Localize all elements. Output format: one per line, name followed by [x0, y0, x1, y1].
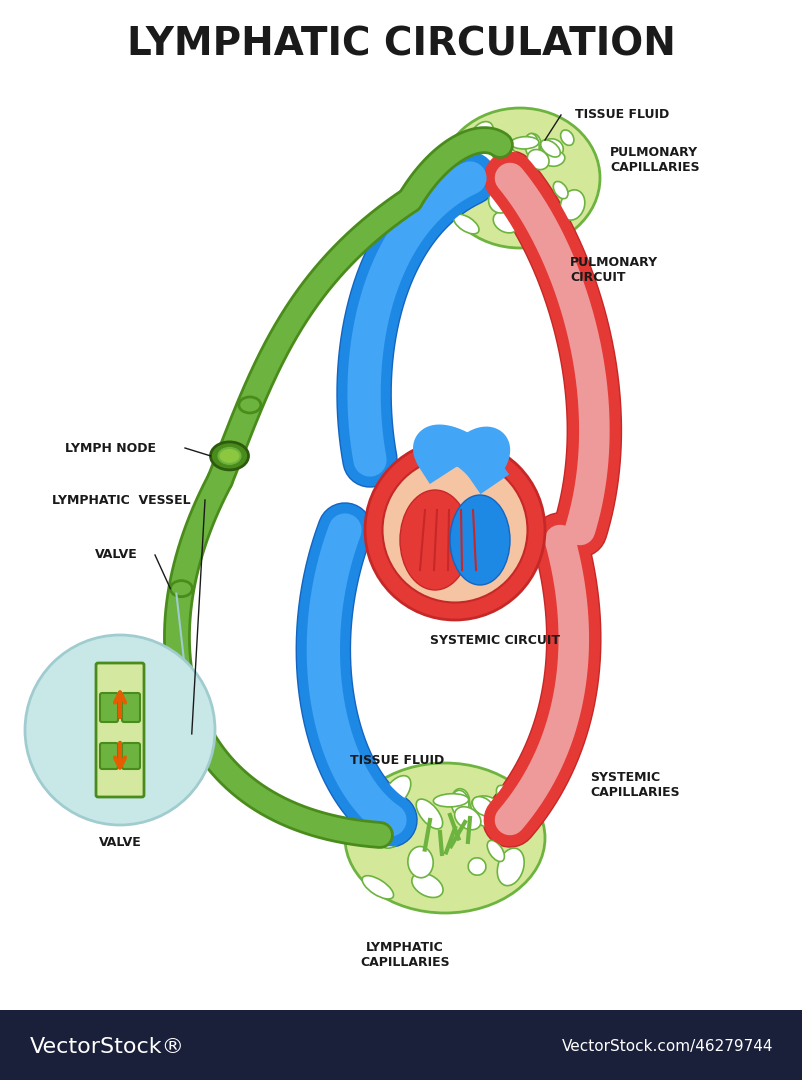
Ellipse shape: [173, 686, 195, 702]
Ellipse shape: [439, 108, 599, 248]
Ellipse shape: [468, 858, 485, 875]
Ellipse shape: [454, 807, 480, 829]
Ellipse shape: [238, 397, 261, 413]
FancyBboxPatch shape: [122, 743, 140, 769]
Ellipse shape: [381, 827, 403, 848]
Ellipse shape: [469, 122, 492, 148]
Ellipse shape: [411, 873, 443, 897]
Ellipse shape: [389, 805, 411, 831]
Ellipse shape: [527, 149, 549, 170]
Text: VectorStock.com/46279744: VectorStock.com/46279744: [561, 1039, 772, 1054]
Ellipse shape: [496, 785, 511, 805]
Bar: [0, 1010, 802, 1080]
Ellipse shape: [451, 791, 468, 816]
Text: PULMONARY
CIRCUIT: PULMONARY CIRCUIT: [569, 256, 658, 284]
Ellipse shape: [540, 139, 562, 159]
Ellipse shape: [218, 448, 241, 464]
Text: LYMPHATIC  VESSEL: LYMPHATIC VESSEL: [52, 494, 190, 507]
FancyBboxPatch shape: [96, 663, 144, 797]
Ellipse shape: [525, 134, 538, 158]
Text: LYMPH NODE: LYMPH NODE: [65, 442, 156, 455]
Text: TISSUE FLUID: TISSUE FLUID: [350, 754, 444, 767]
Ellipse shape: [399, 490, 469, 590]
FancyBboxPatch shape: [100, 693, 118, 723]
Text: VALVE: VALVE: [99, 837, 141, 850]
Ellipse shape: [407, 847, 432, 878]
Ellipse shape: [415, 799, 442, 829]
Ellipse shape: [560, 130, 573, 146]
Ellipse shape: [210, 442, 248, 470]
Ellipse shape: [540, 140, 560, 157]
Ellipse shape: [487, 840, 504, 862]
Ellipse shape: [488, 188, 512, 213]
Circle shape: [25, 635, 215, 825]
Ellipse shape: [524, 134, 540, 152]
Ellipse shape: [560, 190, 584, 220]
Ellipse shape: [553, 181, 567, 199]
Ellipse shape: [472, 797, 493, 816]
Ellipse shape: [496, 144, 518, 167]
Ellipse shape: [544, 151, 564, 166]
Ellipse shape: [453, 214, 479, 234]
Ellipse shape: [474, 148, 494, 170]
Ellipse shape: [383, 775, 411, 808]
Ellipse shape: [362, 876, 393, 899]
Ellipse shape: [382, 458, 527, 603]
Ellipse shape: [165, 680, 203, 708]
Ellipse shape: [496, 848, 524, 886]
Text: VectorStock®: VectorStock®: [30, 1037, 184, 1057]
Ellipse shape: [170, 581, 192, 596]
Ellipse shape: [452, 788, 469, 811]
Text: TISSUE FLUID: TISSUE FLUID: [574, 108, 668, 121]
FancyBboxPatch shape: [100, 743, 118, 769]
Ellipse shape: [510, 137, 538, 149]
Ellipse shape: [492, 212, 518, 233]
Text: VALVE: VALVE: [95, 549, 138, 562]
Ellipse shape: [468, 168, 487, 187]
Text: SYSTEMIC CIRCUIT: SYSTEMIC CIRCUIT: [429, 634, 559, 647]
Text: PULMONARY
CAPILLARIES: PULMONARY CAPILLARIES: [610, 146, 699, 174]
Ellipse shape: [476, 808, 499, 826]
Ellipse shape: [449, 495, 509, 585]
Ellipse shape: [470, 796, 498, 816]
Ellipse shape: [345, 762, 545, 913]
Ellipse shape: [433, 794, 468, 807]
Ellipse shape: [365, 440, 545, 620]
Text: SYSTEMIC
CAPILLARIES: SYSTEMIC CAPILLARIES: [589, 771, 678, 799]
Text: LYMPHATIC CIRCULATION: LYMPHATIC CIRCULATION: [127, 26, 674, 64]
Ellipse shape: [537, 197, 553, 213]
Text: LYMPHATIC
CAPILLARIES: LYMPHATIC CAPILLARIES: [360, 941, 449, 969]
FancyBboxPatch shape: [122, 693, 140, 723]
